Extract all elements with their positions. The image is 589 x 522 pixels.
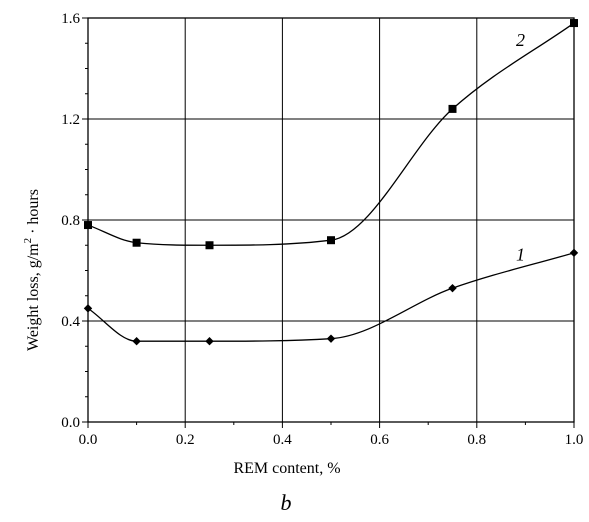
series-2-line	[87, 22, 575, 246]
y-axis-title: Weight loss, g/m2 · hours	[22, 189, 42, 351]
series-1-point	[326, 334, 336, 343]
series-1-point	[205, 337, 214, 346]
series-2-point	[327, 236, 335, 245]
series-curves	[87, 22, 575, 342]
series-2-point	[570, 19, 578, 28]
series-1-point	[448, 283, 457, 293]
series-markers	[83, 19, 579, 346]
x-tick-label: 0.0	[79, 432, 98, 448]
series-1-line	[87, 252, 575, 342]
series-2-point	[448, 104, 457, 113]
y-tick-label: 0.8	[61, 213, 80, 229]
x-tick-label: 1.0	[565, 432, 584, 448]
y-axis-title-superscript: 2	[22, 238, 34, 244]
y-tick-label: 0.4	[61, 314, 80, 330]
y-tick-label: 0.0	[61, 415, 80, 431]
text-labels: REM content, % Weight loss, g/m2 · hours…	[22, 11, 583, 515]
series-1-label: 1	[516, 244, 525, 264]
y-tick-label: 1.6	[61, 11, 80, 27]
x-tick-label: 0.8	[467, 432, 486, 448]
x-axis-title: REM content, %	[233, 460, 340, 477]
series-2-point	[132, 238, 141, 247]
series-2-point	[205, 241, 214, 250]
grid-lines	[88, 18, 574, 422]
series-2-label: 2	[516, 30, 525, 50]
series-1-point	[83, 304, 93, 313]
y-axis-title-tail: · hours	[25, 189, 42, 238]
series-2-point	[84, 221, 92, 230]
y-tick-label: 1.2	[61, 112, 80, 128]
series-1-point	[569, 248, 579, 258]
x-tick-label: 0.4	[273, 432, 292, 448]
series-1-point	[132, 337, 141, 346]
axis-ticks	[82, 17, 575, 428]
panel-label: b	[281, 490, 292, 515]
y-axis-title-main: Weight loss, g/m	[25, 243, 42, 351]
x-tick-label: 0.2	[176, 432, 195, 448]
x-tick-label: 0.6	[370, 432, 389, 448]
